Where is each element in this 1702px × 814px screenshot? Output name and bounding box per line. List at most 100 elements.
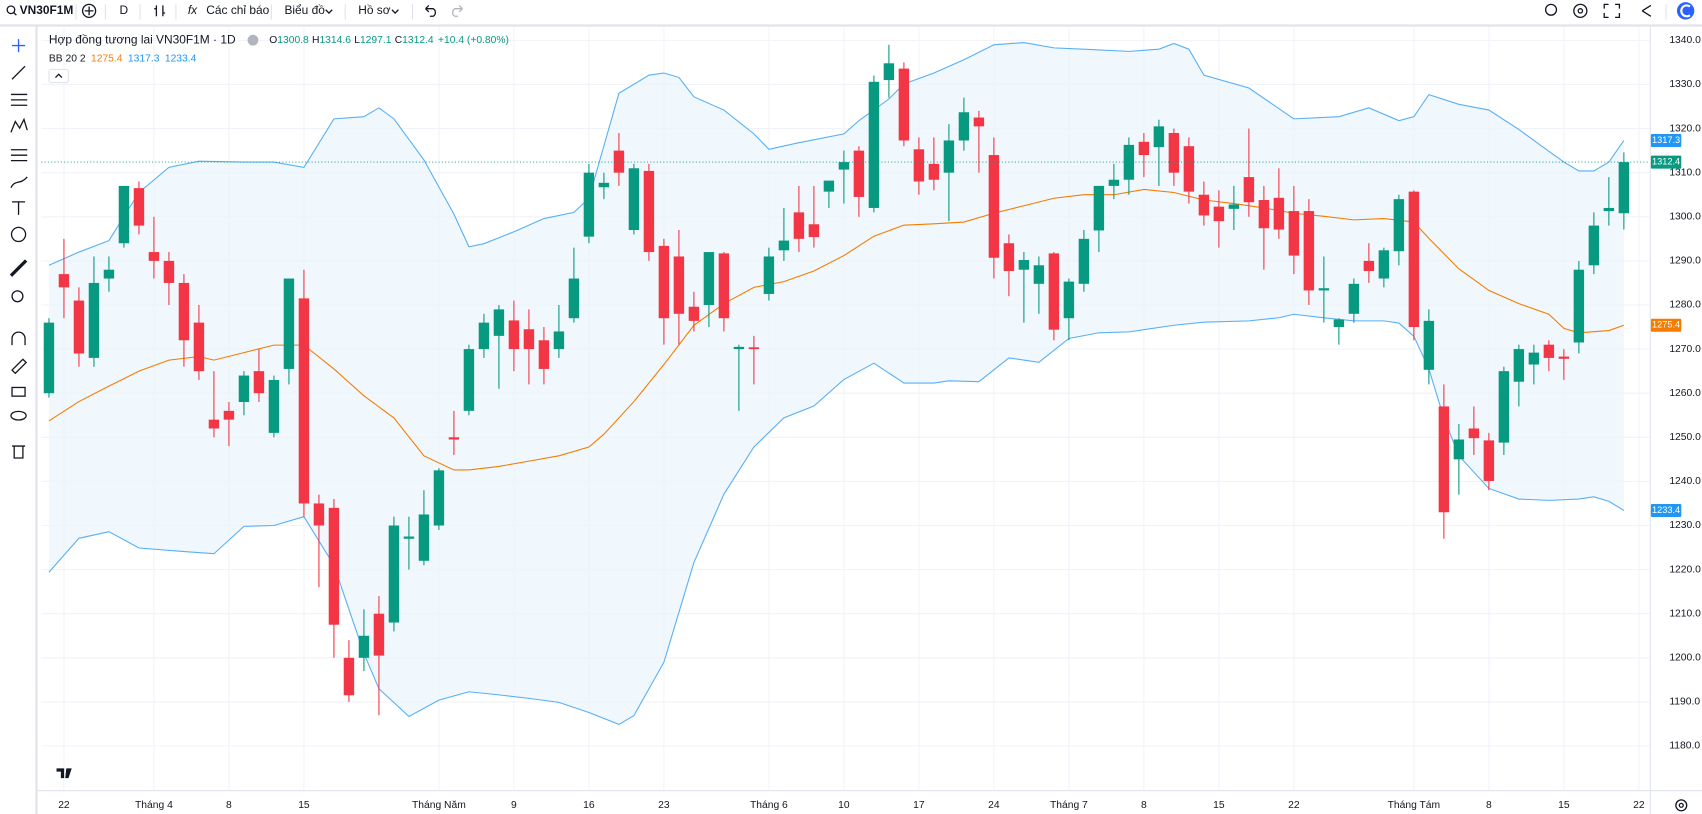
candle-body [1228, 204, 1240, 209]
candle-body [598, 182, 610, 188]
price-badge [1650, 133, 1682, 147]
x-tick-label: 22 [1288, 800, 1300, 811]
bb-value: 1317.3 [128, 53, 160, 64]
collapse-button[interactable] [48, 68, 70, 84]
emoji-tool[interactable] [10, 226, 27, 243]
draw-mode-tool[interactable] [11, 358, 28, 375]
candle-body [313, 503, 325, 526]
x-tick-label: 15 [1558, 800, 1570, 811]
y-tick-label: 1190.0 [1669, 697, 1700, 708]
search-chart-button[interactable] [1544, 3, 1558, 16]
x-tick-label: 22 [58, 800, 70, 811]
search-icon [6, 5, 16, 15]
candle-body [178, 282, 190, 341]
candle-body [373, 613, 385, 656]
market-status[interactable] [247, 34, 259, 46]
compare-button[interactable] [81, 3, 97, 19]
zoom-tool[interactable] [11, 290, 24, 303]
candle-body [1258, 200, 1270, 229]
candle-body [613, 150, 625, 173]
candle-body [913, 149, 925, 182]
x-tick-label: 15 [298, 800, 310, 811]
indicators-button[interactable]: Các chỉ báo [206, 3, 269, 17]
candle-body [1603, 207, 1615, 212]
delete-tool[interactable] [12, 445, 26, 459]
pattern-tool[interactable] [10, 117, 28, 133]
ohlc-key: L [354, 35, 360, 46]
candle-body [223, 410, 235, 420]
ohlc-value: 1314.6 [319, 35, 351, 46]
y-tick-label: 1210.0 [1669, 608, 1701, 619]
axis-settings-button[interactable] [1675, 799, 1688, 812]
magnet-tool[interactable] [11, 331, 26, 346]
x-tick-label: 8 [226, 800, 232, 811]
undo-button[interactable] [425, 4, 437, 17]
candle-body [43, 322, 55, 394]
price-badge-label: 1275.4 [1652, 320, 1680, 330]
plot [41, 27, 1650, 791]
y-tick-label: 1340.0 [1669, 35, 1701, 46]
candle-body [583, 172, 595, 237]
candle-body [1243, 177, 1255, 203]
settings-button[interactable] [1573, 3, 1588, 19]
profile-menu[interactable]: Hồ sơ [358, 3, 391, 17]
candle-body [1378, 250, 1390, 279]
candle-body [1543, 344, 1555, 358]
caret [325, 9, 333, 14]
price-badge [1650, 318, 1682, 332]
forecast-tool[interactable] [10, 149, 28, 162]
x-tick-label: 8 [1141, 800, 1147, 811]
candle-body [823, 180, 835, 192]
candle-body [733, 346, 745, 350]
redo-button[interactable] [451, 4, 463, 17]
y-tick-label: 1310.0 [1669, 167, 1701, 178]
ohlc-key: O [269, 35, 277, 46]
candle-body [208, 419, 220, 429]
crosshair-tool[interactable] [12, 39, 26, 53]
candle-body [553, 331, 565, 350]
price-badge [1650, 503, 1682, 518]
candle-body [1288, 211, 1300, 256]
y-tick-label: 1220.0 [1669, 564, 1701, 575]
candle-body [478, 322, 490, 350]
candle-body [58, 274, 70, 288]
ruler-tool[interactable] [9, 259, 28, 277]
share-button[interactable] [1641, 4, 1652, 17]
candle-body [1528, 352, 1540, 365]
candle-body [73, 300, 85, 354]
visibility-tool[interactable] [10, 410, 27, 421]
candle-body [1348, 283, 1360, 314]
brush-tool[interactable] [10, 176, 28, 189]
bb-lower-line [48, 313, 1625, 726]
fib-tool[interactable] [10, 93, 28, 106]
text-tool[interactable] [12, 201, 26, 215]
candle-body [1393, 199, 1405, 252]
interval-button[interactable]: D [119, 3, 128, 17]
candle-body [1468, 428, 1480, 439]
candle-body [163, 260, 175, 283]
candle-body [628, 168, 640, 231]
y-tick-label: 1330.0 [1669, 79, 1701, 90]
y-tick-label: 1240.0 [1669, 476, 1701, 487]
y-tick-label: 1300.0 [1669, 211, 1701, 222]
candle-body [253, 371, 265, 394]
chart-menu[interactable]: Biểu đồ [284, 3, 325, 17]
candle-body [463, 349, 475, 411]
symbol-search[interactable]: VN30F1M [6, 3, 74, 17]
price-badge-label: 1233.4 [1652, 505, 1680, 515]
candle-body [1453, 439, 1465, 460]
candle-body [1093, 185, 1105, 231]
candle-body [838, 162, 850, 170]
chart-type-button[interactable] [154, 5, 166, 17]
tradingview-logo[interactable] [56, 768, 72, 779]
trendline-tool[interactable] [11, 65, 26, 80]
symbol[interactable]: VN30F1M [20, 3, 74, 17]
x-tick-label: 10 [838, 800, 850, 811]
x-tick-label: Tháng Tám [1388, 800, 1440, 811]
fullscreen-button[interactable] [1603, 3, 1621, 19]
y-tick-label: 1270.0 [1669, 344, 1701, 355]
lock-tool[interactable] [11, 386, 26, 397]
candle-body [88, 282, 100, 358]
candle-body [298, 298, 310, 504]
